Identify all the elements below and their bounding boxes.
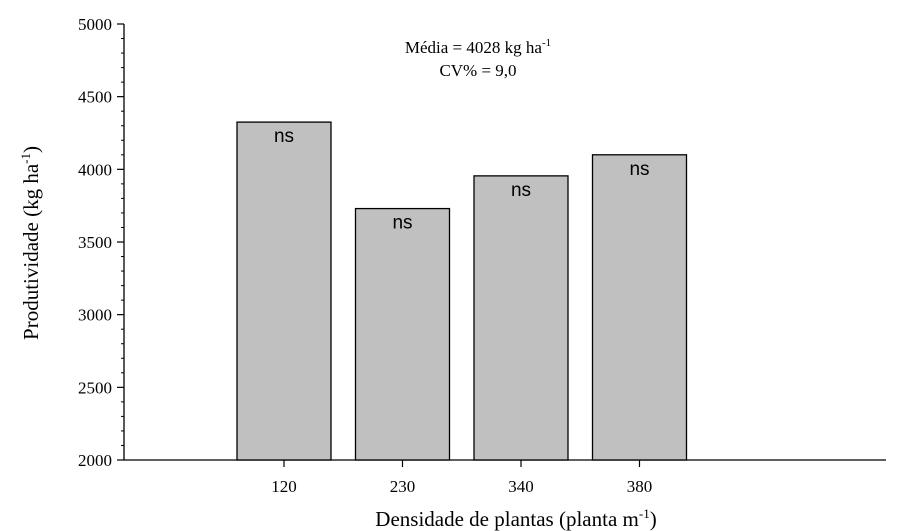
bar-significance-label: ns — [274, 126, 294, 147]
bar — [473, 175, 569, 461]
x-axis: 120 230 340 380 — [124, 459, 886, 496]
x-tick-label: 380 — [627, 477, 653, 496]
y-tick-label: 3500 — [78, 233, 112, 252]
y-tick-label: 5000 — [78, 15, 112, 34]
y-axis-title: Produtividade (kg ha-1) — [18, 146, 43, 340]
y-axis: 2000 2500 3000 3500 4000 4500 5000 — [78, 15, 125, 470]
x-tick-label: 120 — [271, 477, 297, 496]
bar-significance-label: ns — [629, 159, 649, 180]
bar — [354, 207, 451, 461]
y-tick-label: 2000 — [78, 451, 112, 470]
bar — [591, 154, 688, 461]
x-tick-label: 230 — [390, 477, 416, 496]
bar — [236, 121, 332, 461]
bar-significance-label: ns — [511, 180, 531, 201]
y-tick-label: 4000 — [78, 160, 112, 179]
annotation-cv: CV% = 9,0 — [439, 61, 516, 80]
y-tick-label: 2500 — [78, 378, 112, 397]
bars: ns ns ns ns — [236, 121, 688, 461]
annotation-mean: Média = 4028 kg ha-1 — [405, 37, 551, 57]
x-tick-label: 340 — [508, 477, 534, 496]
bar-significance-label: ns — [392, 213, 412, 234]
x-axis-title: Densidade de plantas (planta m-1) — [375, 506, 656, 531]
y-tick-label: 3000 — [78, 306, 112, 325]
y-tick-label: 4500 — [78, 88, 112, 107]
